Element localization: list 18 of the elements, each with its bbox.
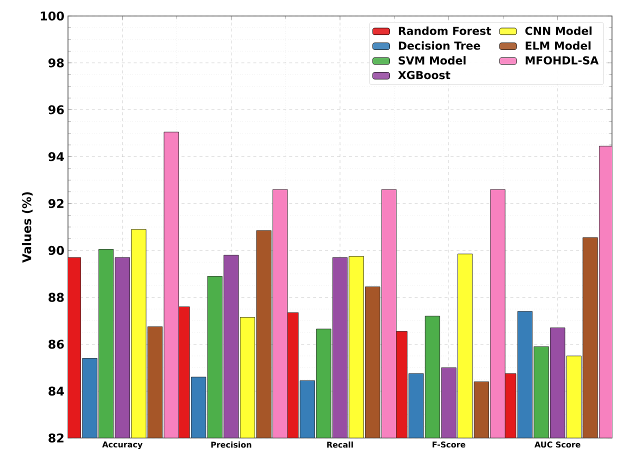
y-tick-label: 86 [48,340,64,349]
legend-label: MFOHDL-SA [526,56,599,64]
legend-label: Decision Tree [398,41,480,50]
y-tick-label: 92 [48,199,64,208]
y-tick-label: 94 [48,152,64,162]
y-tick-label: 100 [40,11,64,21]
y-tick-label: 84 [48,386,64,396]
legend-label: CNN Model [525,26,592,35]
legend-label: XGBoost [398,70,450,80]
y-tick-label: 98 [48,58,64,68]
legend-label: Random Forest [398,26,492,35]
legend-label: ELM Model [526,41,590,50]
y-tick-label: 90 [48,246,64,255]
y-tick-label: 82 [48,433,64,443]
y-axis-title: Values (%) [22,192,33,263]
legend-label: SVM Model [398,56,466,65]
y-tick-label: 88 [48,292,64,302]
y-tick-label: 96 [48,105,64,114]
